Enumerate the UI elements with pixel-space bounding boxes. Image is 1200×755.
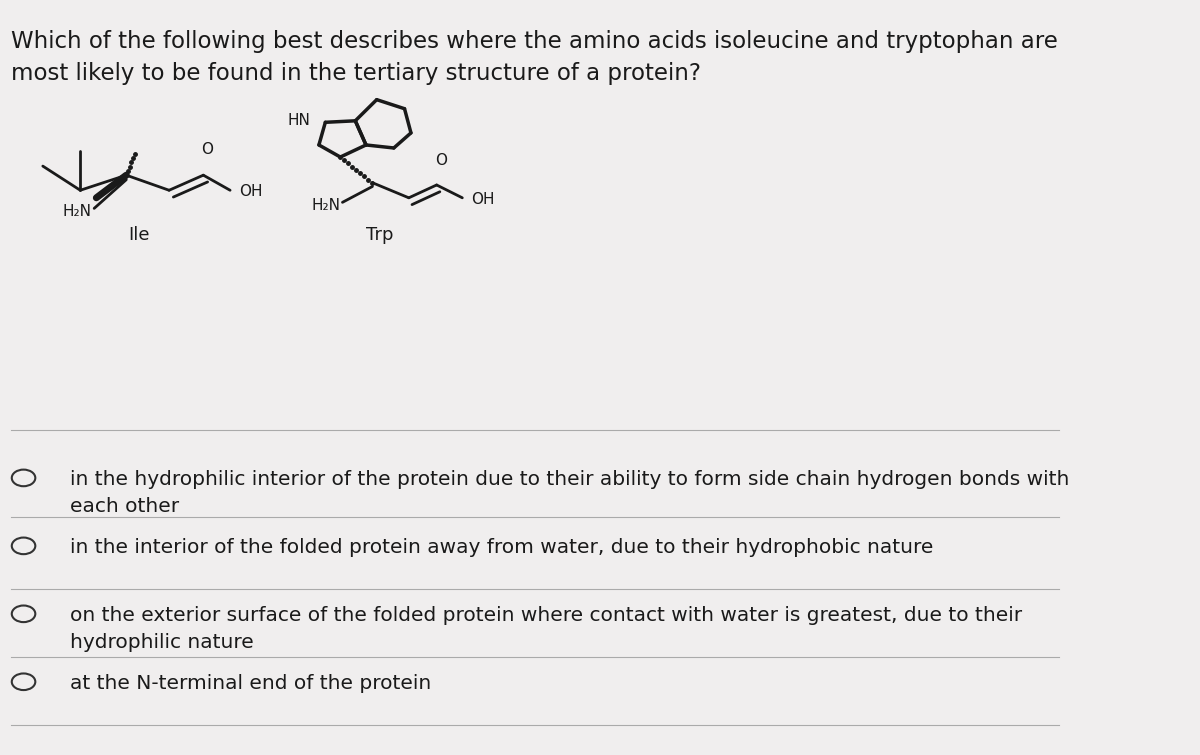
Text: at the N-terminal end of the protein: at the N-terminal end of the protein xyxy=(70,674,431,693)
Text: H₂N: H₂N xyxy=(311,198,341,213)
Text: HN: HN xyxy=(288,113,311,128)
Text: on the exterior surface of the folded protein where contact with water is greate: on the exterior surface of the folded pr… xyxy=(70,606,1021,652)
Text: OH: OH xyxy=(239,184,262,199)
Text: O: O xyxy=(202,142,214,157)
Text: OH: OH xyxy=(470,192,494,207)
Text: O: O xyxy=(434,153,446,168)
Text: Trp: Trp xyxy=(366,226,394,245)
Text: H₂N: H₂N xyxy=(62,204,91,219)
Text: most likely to be found in the tertiary structure of a protein?: most likely to be found in the tertiary … xyxy=(11,62,701,85)
Text: Which of the following best describes where the amino acids isoleucine and trypt: Which of the following best describes wh… xyxy=(11,30,1057,53)
Text: Ile: Ile xyxy=(128,226,150,245)
Text: in the interior of the folded protein away from water, due to their hydrophobic : in the interior of the folded protein aw… xyxy=(70,538,932,557)
Text: in the hydrophilic interior of the protein due to their ability to form side cha: in the hydrophilic interior of the prote… xyxy=(70,470,1069,516)
